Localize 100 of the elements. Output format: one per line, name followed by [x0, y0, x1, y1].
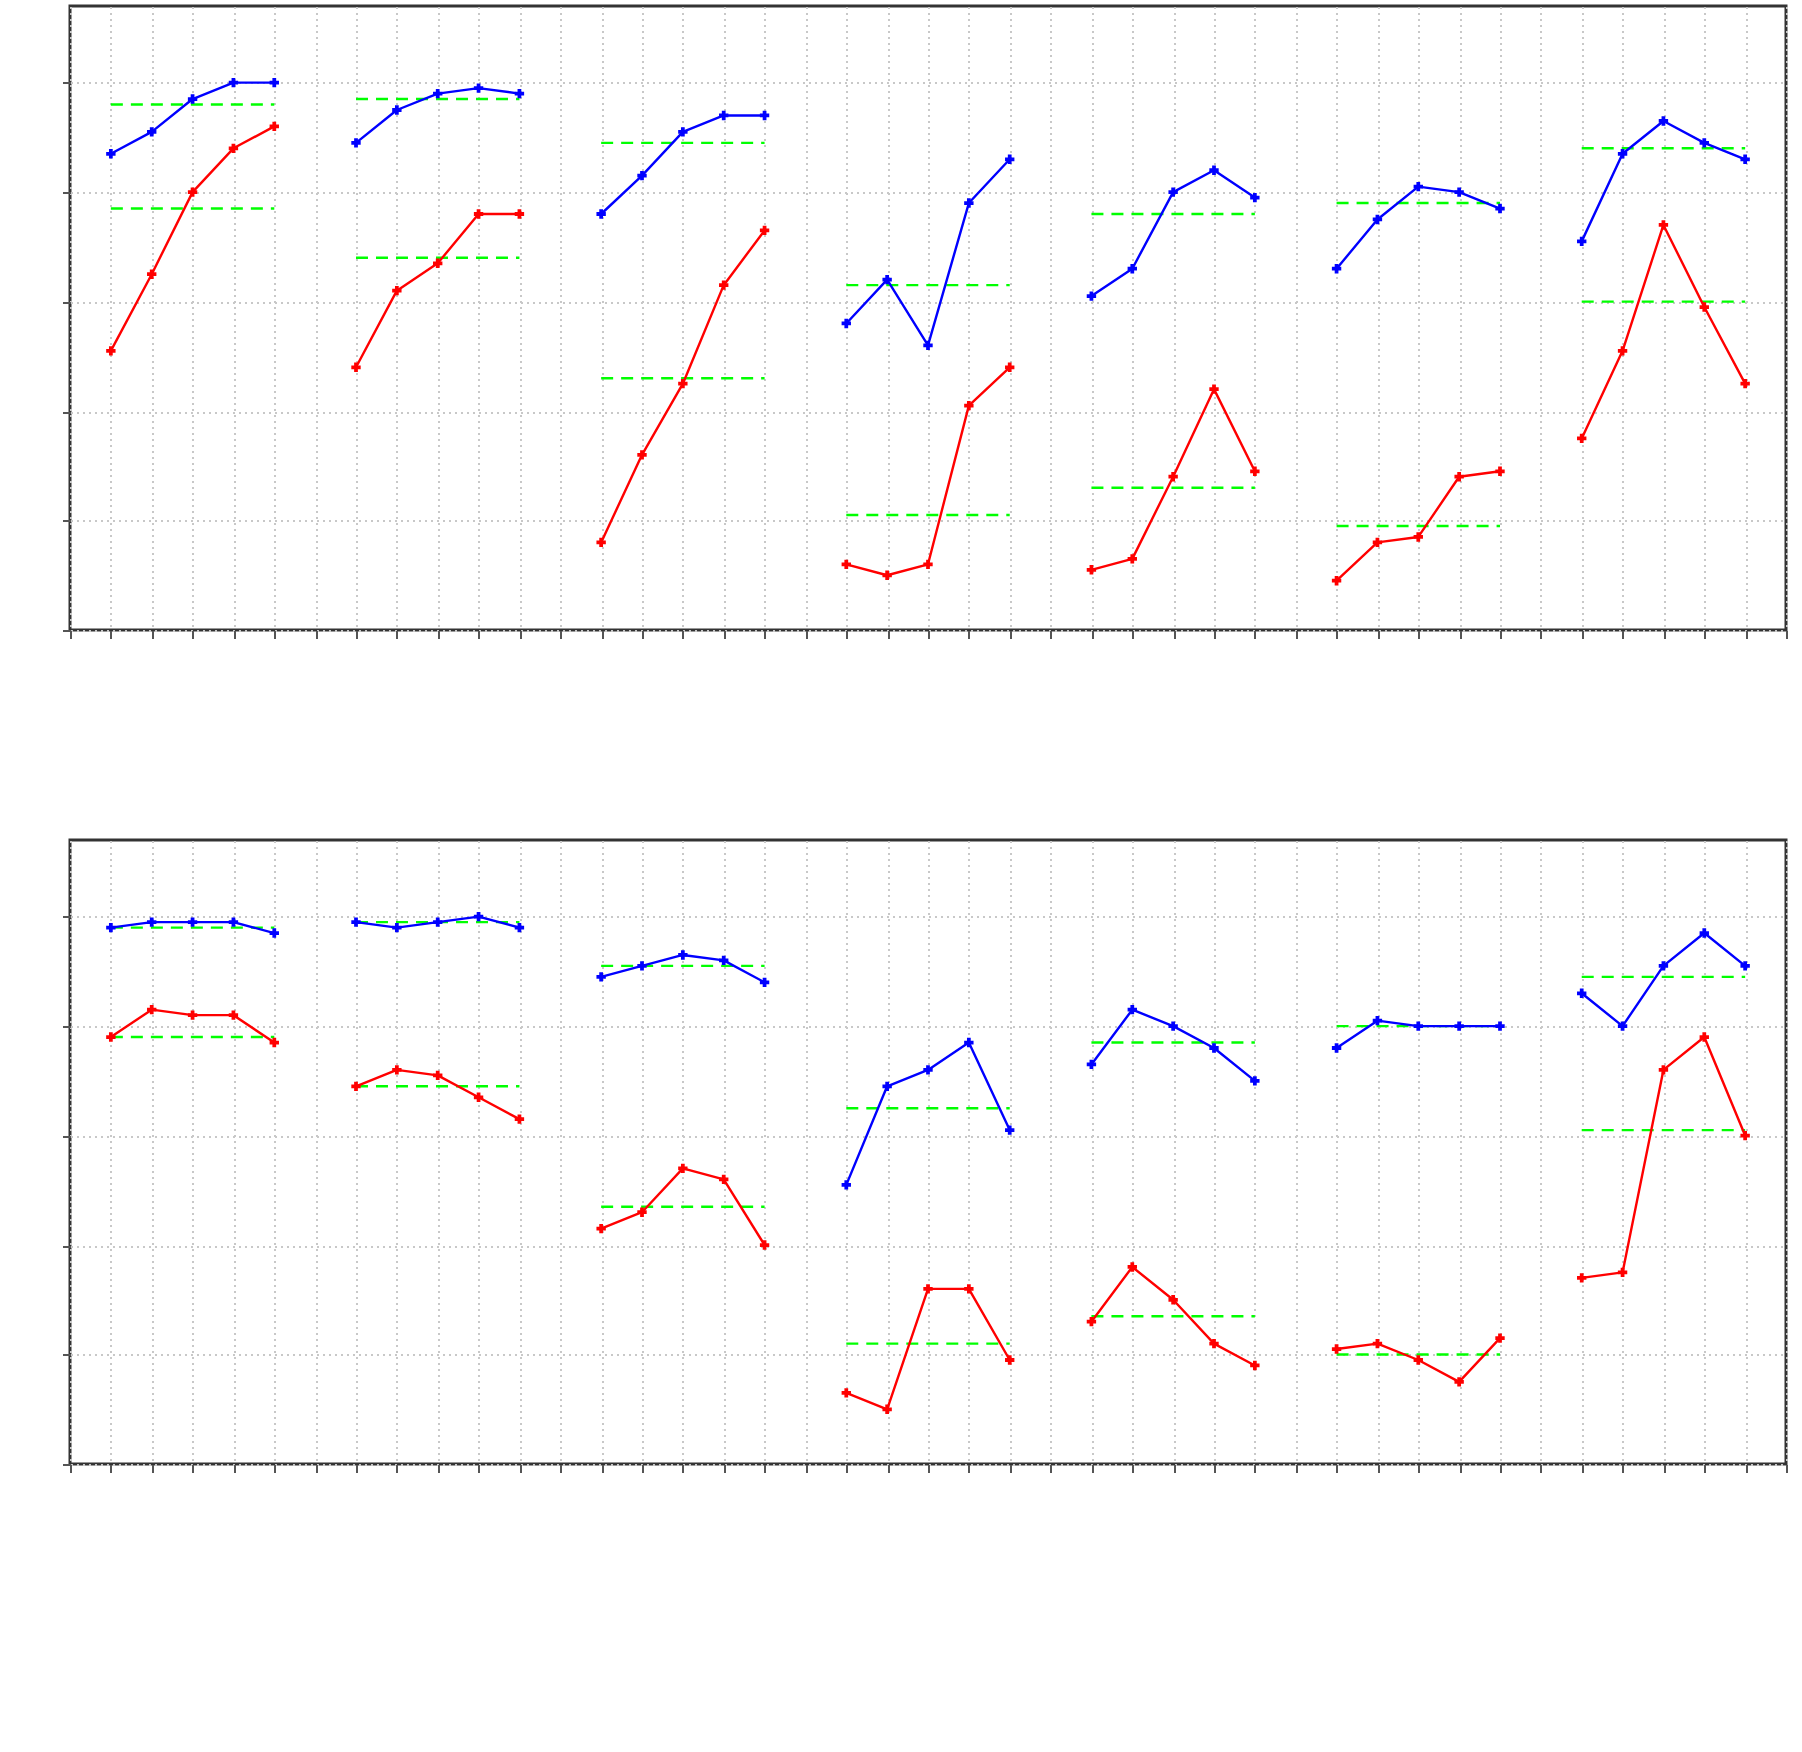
- point: [923, 340, 933, 351]
- point: [1658, 961, 1669, 971]
- point: [1740, 378, 1750, 389]
- point: [1168, 472, 1178, 482]
- point: [841, 559, 851, 570]
- point: [147, 127, 157, 137]
- point: [1250, 1360, 1260, 1371]
- point: [1454, 1377, 1464, 1387]
- point: [433, 88, 443, 99]
- point: [1372, 1015, 1383, 1026]
- point: [106, 1032, 116, 1042]
- point: [1699, 928, 1709, 938]
- point: [923, 559, 933, 570]
- point: [1250, 466, 1260, 476]
- point: [637, 170, 647, 181]
- point: [1005, 1355, 1015, 1365]
- point: [392, 285, 402, 296]
- point: [841, 1180, 851, 1190]
- point: [269, 121, 279, 132]
- point: [147, 1004, 157, 1015]
- point: [882, 274, 892, 285]
- point: [923, 1284, 933, 1294]
- point: [1740, 1130, 1750, 1141]
- point: [882, 570, 892, 580]
- point: [392, 922, 402, 933]
- point: [1250, 192, 1260, 203]
- point: [1209, 1043, 1219, 1053]
- point: [964, 1037, 974, 1048]
- point: [719, 1174, 729, 1185]
- point: [1168, 1021, 1178, 1031]
- point: [1454, 1021, 1464, 1031]
- point: [187, 917, 198, 927]
- point: [1209, 384, 1219, 394]
- point: [1331, 576, 1342, 586]
- point: [269, 1037, 279, 1048]
- point: [351, 1081, 361, 1092]
- point: [1127, 1262, 1137, 1272]
- point: [964, 400, 974, 411]
- point: [1495, 1021, 1505, 1031]
- point: [1699, 1032, 1709, 1042]
- point: [964, 198, 974, 208]
- point: [1005, 154, 1015, 164]
- point: [433, 917, 443, 927]
- point: [473, 83, 484, 93]
- point: [147, 917, 157, 927]
- point: [1454, 472, 1464, 482]
- point: [678, 950, 688, 960]
- point: [1168, 187, 1178, 197]
- point: [1740, 961, 1750, 971]
- point: [473, 209, 484, 219]
- point: [1454, 187, 1464, 197]
- point: [1740, 154, 1750, 164]
- point: [1617, 1021, 1628, 1031]
- point: [1005, 1125, 1015, 1135]
- point: [392, 105, 402, 115]
- point: [1209, 165, 1219, 175]
- point: [596, 972, 606, 982]
- point: [514, 209, 525, 219]
- point: [106, 346, 116, 356]
- point: [228, 917, 239, 927]
- point: [596, 1223, 606, 1234]
- point: [678, 378, 688, 389]
- point: [106, 922, 116, 933]
- point: [228, 143, 239, 154]
- point: [433, 258, 443, 268]
- point: [1127, 1004, 1137, 1015]
- point: [1005, 362, 1015, 372]
- point: [1495, 203, 1505, 214]
- point: [1331, 1344, 1342, 1354]
- point: [596, 209, 606, 219]
- point: [759, 977, 770, 988]
- point: [1086, 1316, 1097, 1327]
- point: [1413, 532, 1423, 542]
- point: [1699, 138, 1709, 148]
- point: [678, 127, 688, 137]
- point: [1577, 1273, 1587, 1283]
- point: [637, 1207, 647, 1217]
- point: [187, 94, 198, 104]
- point: [187, 187, 198, 197]
- point: [147, 269, 157, 279]
- point: [1658, 1065, 1669, 1075]
- point: [637, 450, 647, 460]
- point: [964, 1284, 974, 1294]
- point: [1413, 1355, 1423, 1365]
- point: [473, 1092, 484, 1102]
- point: [719, 955, 729, 966]
- point: [1495, 1333, 1505, 1343]
- point: [1577, 433, 1587, 444]
- point: [1658, 116, 1669, 126]
- point: [882, 1404, 892, 1414]
- point: [392, 1065, 402, 1075]
- point: [228, 77, 239, 88]
- point: [106, 149, 116, 159]
- point: [841, 318, 851, 329]
- point: [923, 1065, 933, 1075]
- point: [637, 961, 647, 971]
- point: [1413, 181, 1423, 192]
- point: [719, 280, 729, 290]
- point: [678, 1163, 688, 1174]
- point: [1086, 291, 1097, 301]
